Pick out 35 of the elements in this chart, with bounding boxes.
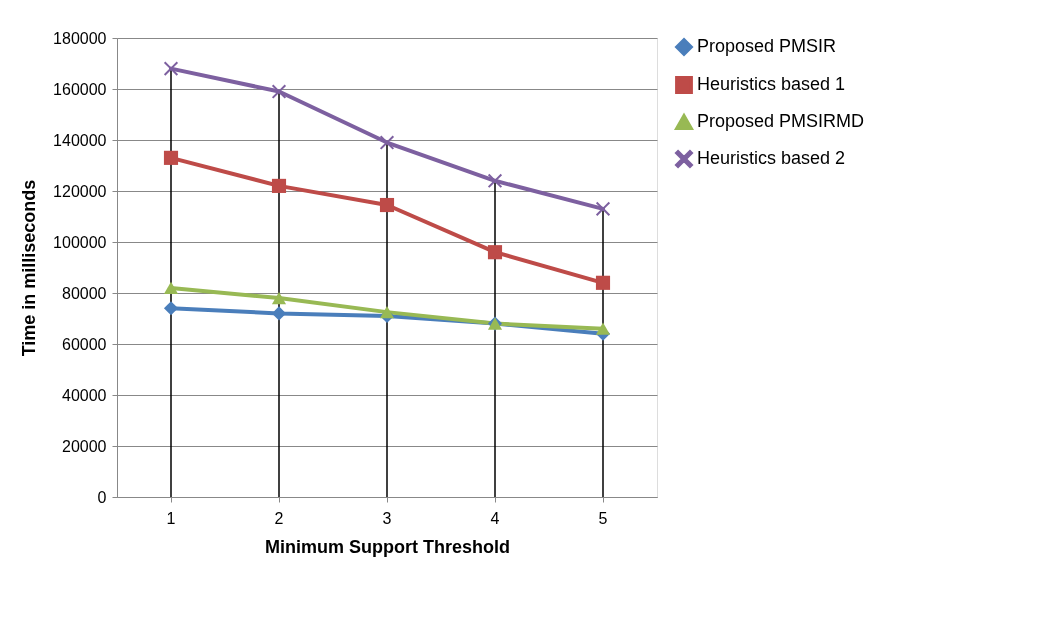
point	[163, 301, 179, 316]
x-tick-label: 2	[274, 509, 284, 527]
point	[379, 197, 395, 213]
point	[595, 275, 611, 290]
point	[271, 291, 287, 305]
legend-label: Heuristics based 2	[697, 148, 846, 168]
legend-label: Proposed PMSIRMD	[697, 111, 865, 131]
point	[271, 306, 287, 321]
point	[595, 201, 611, 216]
x-tick-label: 1	[166, 509, 176, 527]
y-tick-label: 0	[97, 488, 107, 506]
y-tick-label: 40000	[62, 386, 107, 404]
y-tick-label: 100000	[53, 233, 107, 251]
x-tick-label: 5	[598, 509, 608, 527]
legend-label: Proposed PMSIR	[697, 36, 837, 56]
point	[595, 322, 611, 335]
y-tick-label: 160000	[53, 80, 107, 98]
y-tick-label: 20000	[62, 437, 107, 455]
y-tick-label: 80000	[62, 284, 107, 302]
point	[271, 178, 287, 193]
y-axis-title: Time in milliseconds	[19, 179, 40, 357]
point	[487, 173, 503, 188]
legend-label: Heuristics based 1	[697, 74, 846, 94]
point	[163, 61, 179, 76]
x-tick-label: 3	[382, 509, 392, 527]
x-tick-label: 4	[490, 509, 500, 527]
y-tick-label: 180000	[53, 29, 107, 47]
point	[379, 306, 395, 319]
y-tick-label: 120000	[53, 182, 107, 200]
x-axis-title: Minimum Support Threshold	[265, 536, 510, 557]
point	[487, 245, 503, 260]
point	[163, 150, 179, 165]
y-tick-label: 60000	[62, 335, 107, 353]
point	[163, 281, 179, 295]
y-tick-label: 140000	[53, 131, 107, 149]
